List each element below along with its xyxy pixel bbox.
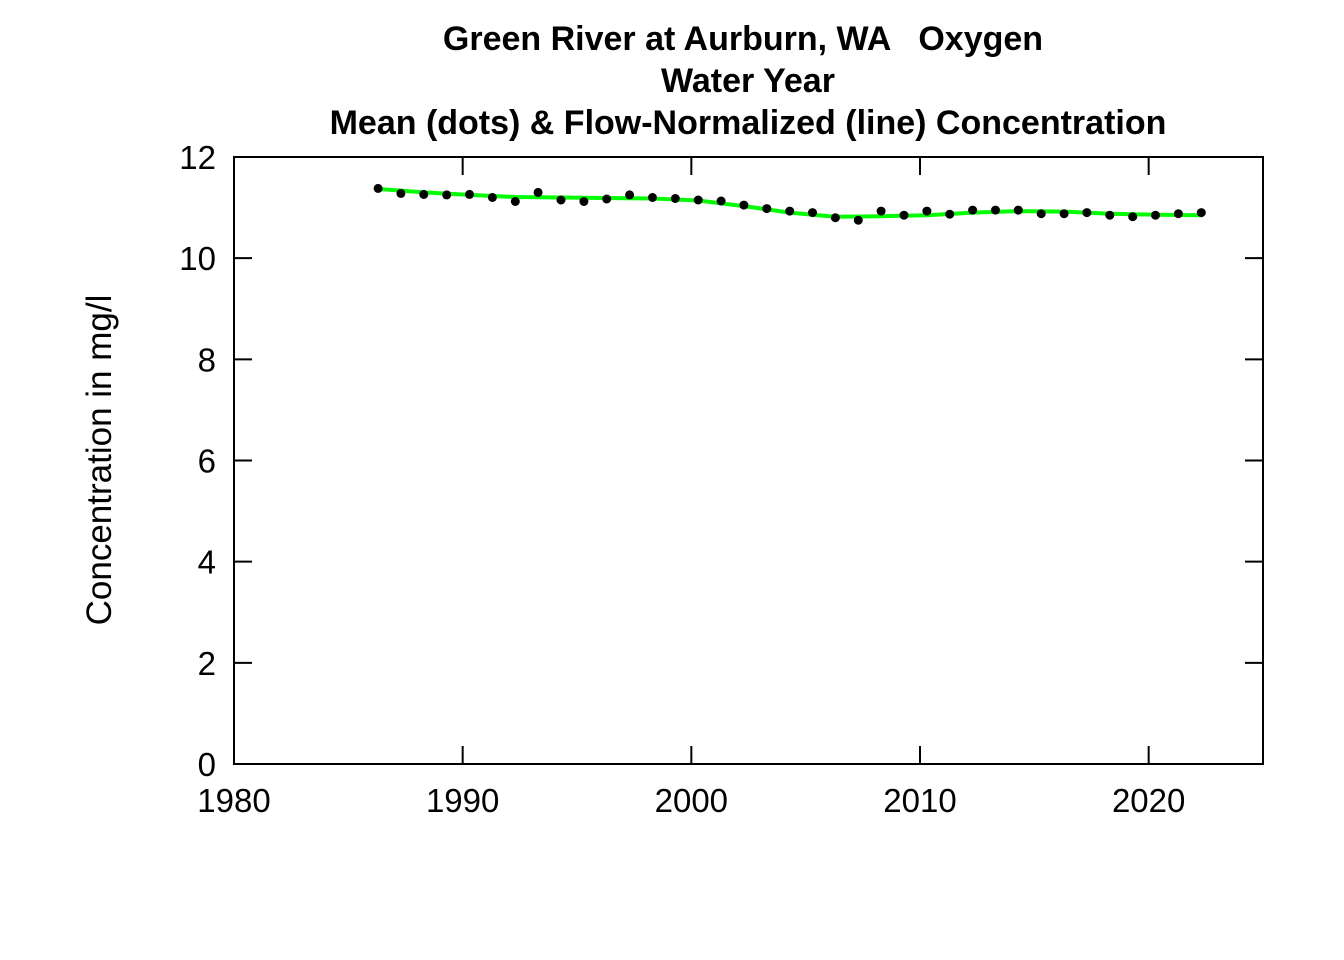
mean-data-point bbox=[853, 215, 863, 225]
mean-data-point bbox=[1082, 208, 1092, 218]
y-tick-label: 2 bbox=[198, 645, 216, 682]
mean-data-point bbox=[533, 187, 543, 197]
mean-data-point bbox=[1128, 212, 1138, 222]
mean-data-point bbox=[716, 196, 726, 206]
y-tick-label: 4 bbox=[198, 544, 216, 581]
mean-data-point bbox=[1036, 209, 1046, 219]
mean-data-point bbox=[808, 208, 817, 218]
mean-data-point bbox=[1013, 205, 1023, 215]
mean-data-point bbox=[556, 195, 566, 205]
y-tick-label: 6 bbox=[198, 443, 216, 480]
mean-data-point bbox=[579, 197, 589, 206]
y-tick-label: 0 bbox=[198, 746, 216, 783]
mean-data-point bbox=[1105, 210, 1115, 220]
mean-data-point bbox=[510, 197, 520, 206]
chart-title-line-2: Water Year bbox=[661, 62, 835, 100]
mean-data-point bbox=[945, 209, 955, 219]
y-axis-label: Concentration in mg/l bbox=[80, 295, 119, 626]
mean-data-point bbox=[693, 195, 703, 205]
chart-title: Green River at Aurburn, WA Oxygen Water … bbox=[330, 20, 1167, 142]
mean-data-point bbox=[785, 206, 795, 216]
mean-data-point bbox=[396, 188, 406, 198]
mean-data-point bbox=[602, 194, 612, 204]
mean-data-point bbox=[1196, 208, 1206, 218]
plot-area: 1980 1990 2000 2010 2020 0 2 4 6 8 10 12 bbox=[179, 139, 1264, 819]
mean-data-point bbox=[991, 205, 1000, 215]
mean-data-point bbox=[739, 200, 749, 210]
mean-data-point bbox=[419, 189, 429, 199]
chart-title-line-3: Mean (dots) & Flow-Normalized (line) Con… bbox=[330, 104, 1167, 142]
mean-data-point bbox=[762, 204, 772, 214]
mean-data-point bbox=[648, 193, 657, 202]
mean-data-point bbox=[876, 206, 886, 216]
x-tick-label: 2020 bbox=[1112, 782, 1185, 819]
y-tick-label: 12 bbox=[179, 139, 216, 176]
mean-data-point bbox=[373, 183, 383, 193]
mean-data-point bbox=[442, 190, 452, 200]
mean-data-point bbox=[625, 190, 635, 200]
mean-data-point bbox=[899, 210, 909, 220]
mean-data-point bbox=[1059, 209, 1069, 219]
y-tick-label: 10 bbox=[179, 240, 216, 277]
x-tick-label: 1980 bbox=[197, 782, 270, 819]
mean-data-point bbox=[670, 194, 680, 203]
mean-data-point bbox=[830, 213, 840, 223]
mean-data-point bbox=[465, 189, 474, 199]
mean-data-point bbox=[1173, 209, 1183, 219]
mean-data-point bbox=[487, 193, 497, 202]
plot-frame bbox=[233, 156, 1264, 765]
chart-title-line-1: Green River at Aurburn, WA Oxygen bbox=[443, 20, 1043, 58]
mean-data-point bbox=[968, 205, 978, 215]
x-tick-label: 2000 bbox=[655, 782, 728, 819]
x-tick-label: 2010 bbox=[883, 782, 956, 819]
mean-data-point bbox=[1151, 210, 1160, 220]
x-tick-label: 1990 bbox=[426, 782, 499, 819]
y-tick-label: 8 bbox=[198, 341, 216, 378]
mean-data-point bbox=[922, 206, 932, 216]
